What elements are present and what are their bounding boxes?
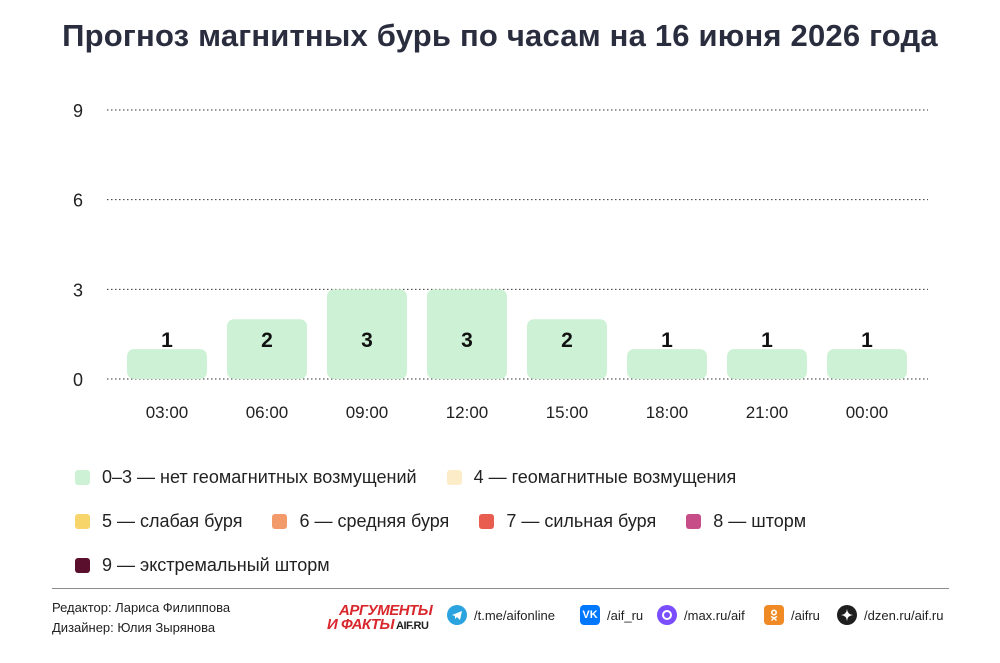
legend-item-7: 7 — сильная буря bbox=[479, 511, 656, 532]
bar bbox=[227, 319, 307, 379]
data-label: 1 bbox=[761, 329, 773, 352]
bar bbox=[127, 349, 207, 379]
legend-item-6: 6 — средняя буря bbox=[272, 511, 449, 532]
odnoklassniki-icon bbox=[764, 605, 784, 625]
y-tick-label: 3 bbox=[73, 280, 83, 300]
legend-row: 5 — слабая буря 6 — средняя буря 7 — сил… bbox=[75, 499, 955, 543]
legend: 0–3 — нет геомагнитных возмущений 4 — ге… bbox=[75, 455, 955, 587]
social-vk[interactable]: VK /aif_ru bbox=[580, 605, 643, 625]
legend-swatch bbox=[272, 513, 288, 529]
legend-swatch bbox=[75, 557, 90, 573]
x-tick-label: 21:00 bbox=[746, 403, 789, 422]
social-odnoklassniki[interactable]: /aifru bbox=[764, 605, 820, 625]
legend-row: 9 — экстремальный шторм bbox=[75, 543, 955, 587]
legend-label: 5 — слабая буря bbox=[102, 510, 243, 531]
vk-icon: VK bbox=[580, 605, 600, 625]
data-label: 3 bbox=[361, 329, 373, 352]
legend-label: 0–3 — нет геомагнитных возмущений bbox=[102, 466, 417, 487]
x-tick-label: 15:00 bbox=[546, 403, 589, 422]
max-icon bbox=[657, 605, 677, 625]
logo-text-top: АРГУМЕНТЫ bbox=[339, 602, 433, 619]
data-label: 2 bbox=[261, 329, 273, 352]
social-label: /aif_ru bbox=[607, 607, 644, 623]
social-label: /dzen.ru/aif.ru bbox=[864, 607, 944, 623]
x-tick-label: 09:00 bbox=[346, 403, 389, 422]
telegram-icon bbox=[447, 605, 467, 625]
x-tick-label: 03:00 bbox=[146, 403, 189, 422]
social-label: /aifru bbox=[791, 607, 820, 623]
legend-item-5: 5 — слабая буря bbox=[75, 511, 242, 532]
social-dzen[interactable]: /dzen.ru/aif.ru bbox=[837, 605, 944, 625]
y-tick-label: 6 bbox=[73, 191, 83, 211]
legend-item-0-3: 0–3 — нет геомагнитных возмущений bbox=[75, 467, 417, 488]
social-label: /t.me/aifonline bbox=[474, 607, 555, 623]
bar bbox=[727, 349, 807, 379]
legend-item-8: 8 — шторм bbox=[686, 511, 806, 532]
social-max[interactable]: /max.ru/aif bbox=[657, 605, 745, 625]
bar bbox=[527, 319, 607, 379]
legend-swatch bbox=[446, 469, 462, 485]
legend-label: 4 — геомагнитные возмущения bbox=[473, 466, 737, 487]
x-tick-label: 06:00 bbox=[246, 403, 289, 422]
data-label: 1 bbox=[861, 329, 873, 352]
footer-divider bbox=[52, 588, 949, 589]
bar bbox=[327, 289, 407, 379]
credits: Редактор: Лариса Филиппова Дизайнер: Юли… bbox=[52, 598, 230, 638]
legend-swatch bbox=[686, 513, 702, 529]
legend-swatch bbox=[75, 513, 90, 529]
editor-credit: Редактор: Лариса Филиппова bbox=[52, 600, 231, 615]
legend-label: 9 — экстремальный шторм bbox=[102, 554, 330, 575]
bar bbox=[427, 289, 507, 379]
social-label: /max.ru/aif bbox=[684, 607, 745, 623]
data-label: 1 bbox=[661, 329, 673, 352]
y-tick-label: 0 bbox=[73, 370, 83, 390]
legend-item-9: 9 — экстремальный шторм bbox=[75, 555, 330, 576]
dzen-icon bbox=[837, 605, 857, 625]
aif-logo[interactable]: АРГУМЕНТЫ И ФАКТЫ AIF.RU bbox=[327, 603, 435, 633]
logo-text-bottom: И ФАКТЫ AIF.RU bbox=[327, 616, 429, 634]
bar bbox=[827, 349, 907, 379]
x-tick-label: 18:00 bbox=[646, 403, 689, 422]
legend-label: 7 — сильная буря bbox=[506, 510, 657, 531]
logo-sub: AIF.RU bbox=[396, 620, 429, 632]
legend-label: 6 — средняя буря bbox=[299, 510, 450, 531]
chart-title: Прогноз магнитных бурь по часам на 16 ию… bbox=[62, 18, 938, 53]
legend-swatch bbox=[479, 513, 495, 529]
legend-item-4: 4 — геомагнитные возмущения bbox=[446, 466, 737, 488]
logo-text-bottom-main: И ФАКТЫ bbox=[327, 616, 395, 633]
x-tick-label: 00:00 bbox=[846, 403, 889, 422]
legend-row: 0–3 — нет геомагнитных возмущений 4 — ге… bbox=[75, 455, 955, 499]
x-tick-label: 12:00 bbox=[446, 403, 489, 422]
y-tick-label: 9 bbox=[73, 101, 83, 121]
bar bbox=[627, 349, 707, 379]
social-telegram[interactable]: /t.me/aifonline bbox=[447, 605, 555, 625]
data-label: 3 bbox=[461, 329, 473, 352]
legend-label: 8 — шторм bbox=[713, 510, 807, 531]
bar-chart: 0 3 6 9 1 03:00 2 06:00 3 09:00 3 12:00 2 15:00 1 18:00… bbox=[73, 101, 928, 422]
designer-credit: Дизайнер: Юлия Зырянова bbox=[52, 620, 216, 635]
data-label: 2 bbox=[561, 329, 573, 352]
legend-swatch bbox=[75, 469, 90, 485]
data-label: 1 bbox=[161, 329, 173, 352]
